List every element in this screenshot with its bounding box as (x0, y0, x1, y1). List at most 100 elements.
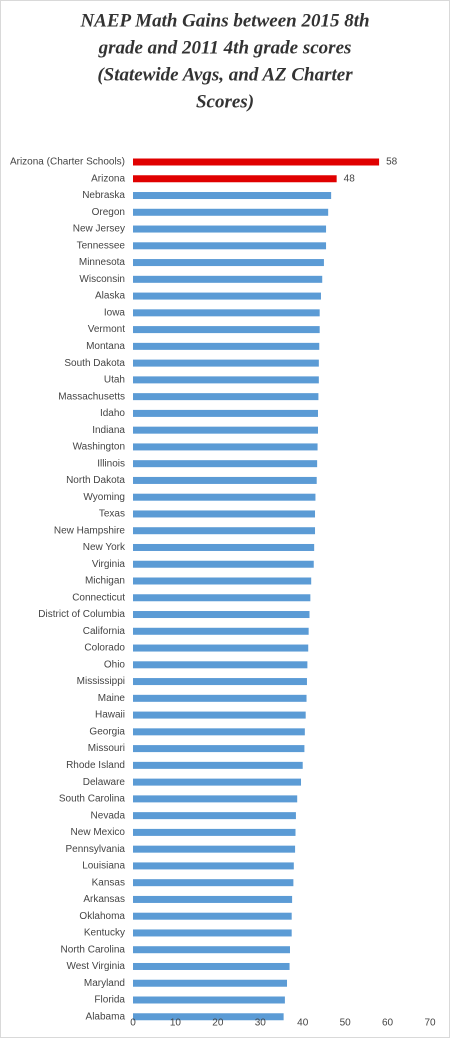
y-tick-label: Louisiana (82, 861, 125, 872)
bar (133, 996, 285, 1004)
y-tick-label: Alaska (95, 291, 125, 302)
y-tick-label: Massachusetts (58, 391, 125, 402)
y-tick-label: Arizona (91, 173, 125, 184)
bar (133, 560, 314, 568)
y-tick-label: Virginia (92, 559, 126, 570)
bar (133, 661, 308, 669)
y-tick-label: South Dakota (64, 358, 125, 369)
bar (133, 845, 296, 853)
bar (133, 376, 319, 384)
bar (133, 275, 323, 283)
y-tick-label: Arizona (Charter Schools) (10, 157, 125, 168)
bar (133, 359, 319, 367)
y-tick-label: Illinois (97, 458, 125, 469)
y-tick-label: Kentucky (84, 928, 125, 939)
y-tick-label: Nevada (91, 810, 126, 821)
bar (133, 644, 309, 652)
y-tick-label: Arkansas (83, 894, 125, 905)
bar (133, 812, 296, 820)
bar (133, 460, 318, 468)
bar (133, 476, 317, 484)
bar (133, 242, 327, 250)
bar (133, 929, 292, 937)
bar (133, 225, 327, 233)
y-tick-label: Minnesota (79, 257, 126, 268)
chart-title: (Statewide Avgs, and AZ Charter (97, 64, 353, 85)
y-tick-label: California (83, 626, 126, 637)
bar (133, 527, 316, 535)
y-tick-label: Oklahoma (79, 911, 125, 922)
bar (133, 778, 302, 786)
y-tick-label: Missouri (88, 743, 125, 754)
bar (133, 543, 315, 551)
y-tick-label: Wyoming (83, 492, 125, 503)
x-tick-label: 50 (340, 1018, 352, 1029)
y-tick-label: Kansas (92, 877, 125, 888)
y-tick-label: Maryland (84, 978, 125, 989)
y-tick-label: Florida (94, 995, 125, 1006)
y-tick-label: North Dakota (66, 475, 125, 486)
bar (133, 795, 298, 803)
bar (133, 862, 294, 870)
bar (133, 292, 321, 300)
data-label: 48 (344, 173, 356, 184)
bar (133, 409, 318, 417)
y-tick-label: Hawaii (95, 710, 125, 721)
bar (133, 745, 305, 753)
y-tick-label: Alabama (86, 1011, 126, 1022)
bar (133, 946, 290, 954)
y-tick-label: Mississippi (77, 676, 125, 687)
y-tick-label: Connecticut (72, 592, 125, 603)
bar (133, 326, 320, 334)
bar (133, 728, 305, 736)
bar (133, 895, 293, 903)
y-tick-label: Pennsylvania (66, 844, 126, 855)
x-tick-label: 40 (297, 1018, 309, 1029)
bar (133, 711, 306, 719)
y-tick-label: Michigan (85, 576, 125, 587)
bar (133, 912, 292, 920)
y-tick-label: Oregon (92, 207, 125, 218)
chart-title: NAEP Math Gains between 2015 8th (79, 10, 369, 31)
y-tick-label: New York (83, 542, 126, 553)
bar (133, 761, 303, 769)
bar (133, 309, 320, 317)
bar (133, 493, 316, 501)
y-tick-label: Delaware (83, 777, 126, 788)
bar (133, 393, 319, 401)
y-tick-label: New Jersey (73, 224, 125, 235)
bar (133, 594, 311, 602)
chart-title: Scores) (196, 91, 254, 112)
x-tick-label: 30 (255, 1018, 267, 1029)
bar (133, 962, 290, 970)
y-tick-label: Texas (99, 509, 125, 520)
bar (133, 879, 294, 887)
x-tick-label: 60 (382, 1018, 394, 1029)
bar (133, 694, 307, 702)
bar (133, 1013, 284, 1021)
y-tick-label: Georgia (89, 726, 125, 737)
bar (133, 208, 329, 216)
bar (133, 175, 337, 183)
bar (133, 611, 310, 619)
y-tick-label: Iowa (104, 307, 126, 318)
y-tick-label: Utah (104, 375, 125, 386)
chart-title: grade and 2011 4th grade scores (98, 37, 352, 58)
y-tick-label: New Mexico (71, 827, 126, 838)
bar (133, 342, 320, 350)
y-tick-label: Montana (86, 341, 125, 352)
bar (133, 577, 312, 585)
x-tick-label: 70 (424, 1018, 436, 1029)
data-label: 58 (386, 157, 398, 168)
y-tick-label: Vermont (88, 324, 125, 335)
y-tick-label: Tennessee (77, 240, 126, 251)
bar (133, 443, 318, 451)
bar (133, 627, 309, 635)
y-tick-label: Ohio (104, 659, 126, 670)
bar (133, 510, 316, 518)
bar (133, 158, 380, 166)
y-tick-label: Nebraska (82, 190, 125, 201)
y-tick-label: District of Columbia (38, 609, 125, 620)
y-tick-label: Maine (98, 693, 126, 704)
